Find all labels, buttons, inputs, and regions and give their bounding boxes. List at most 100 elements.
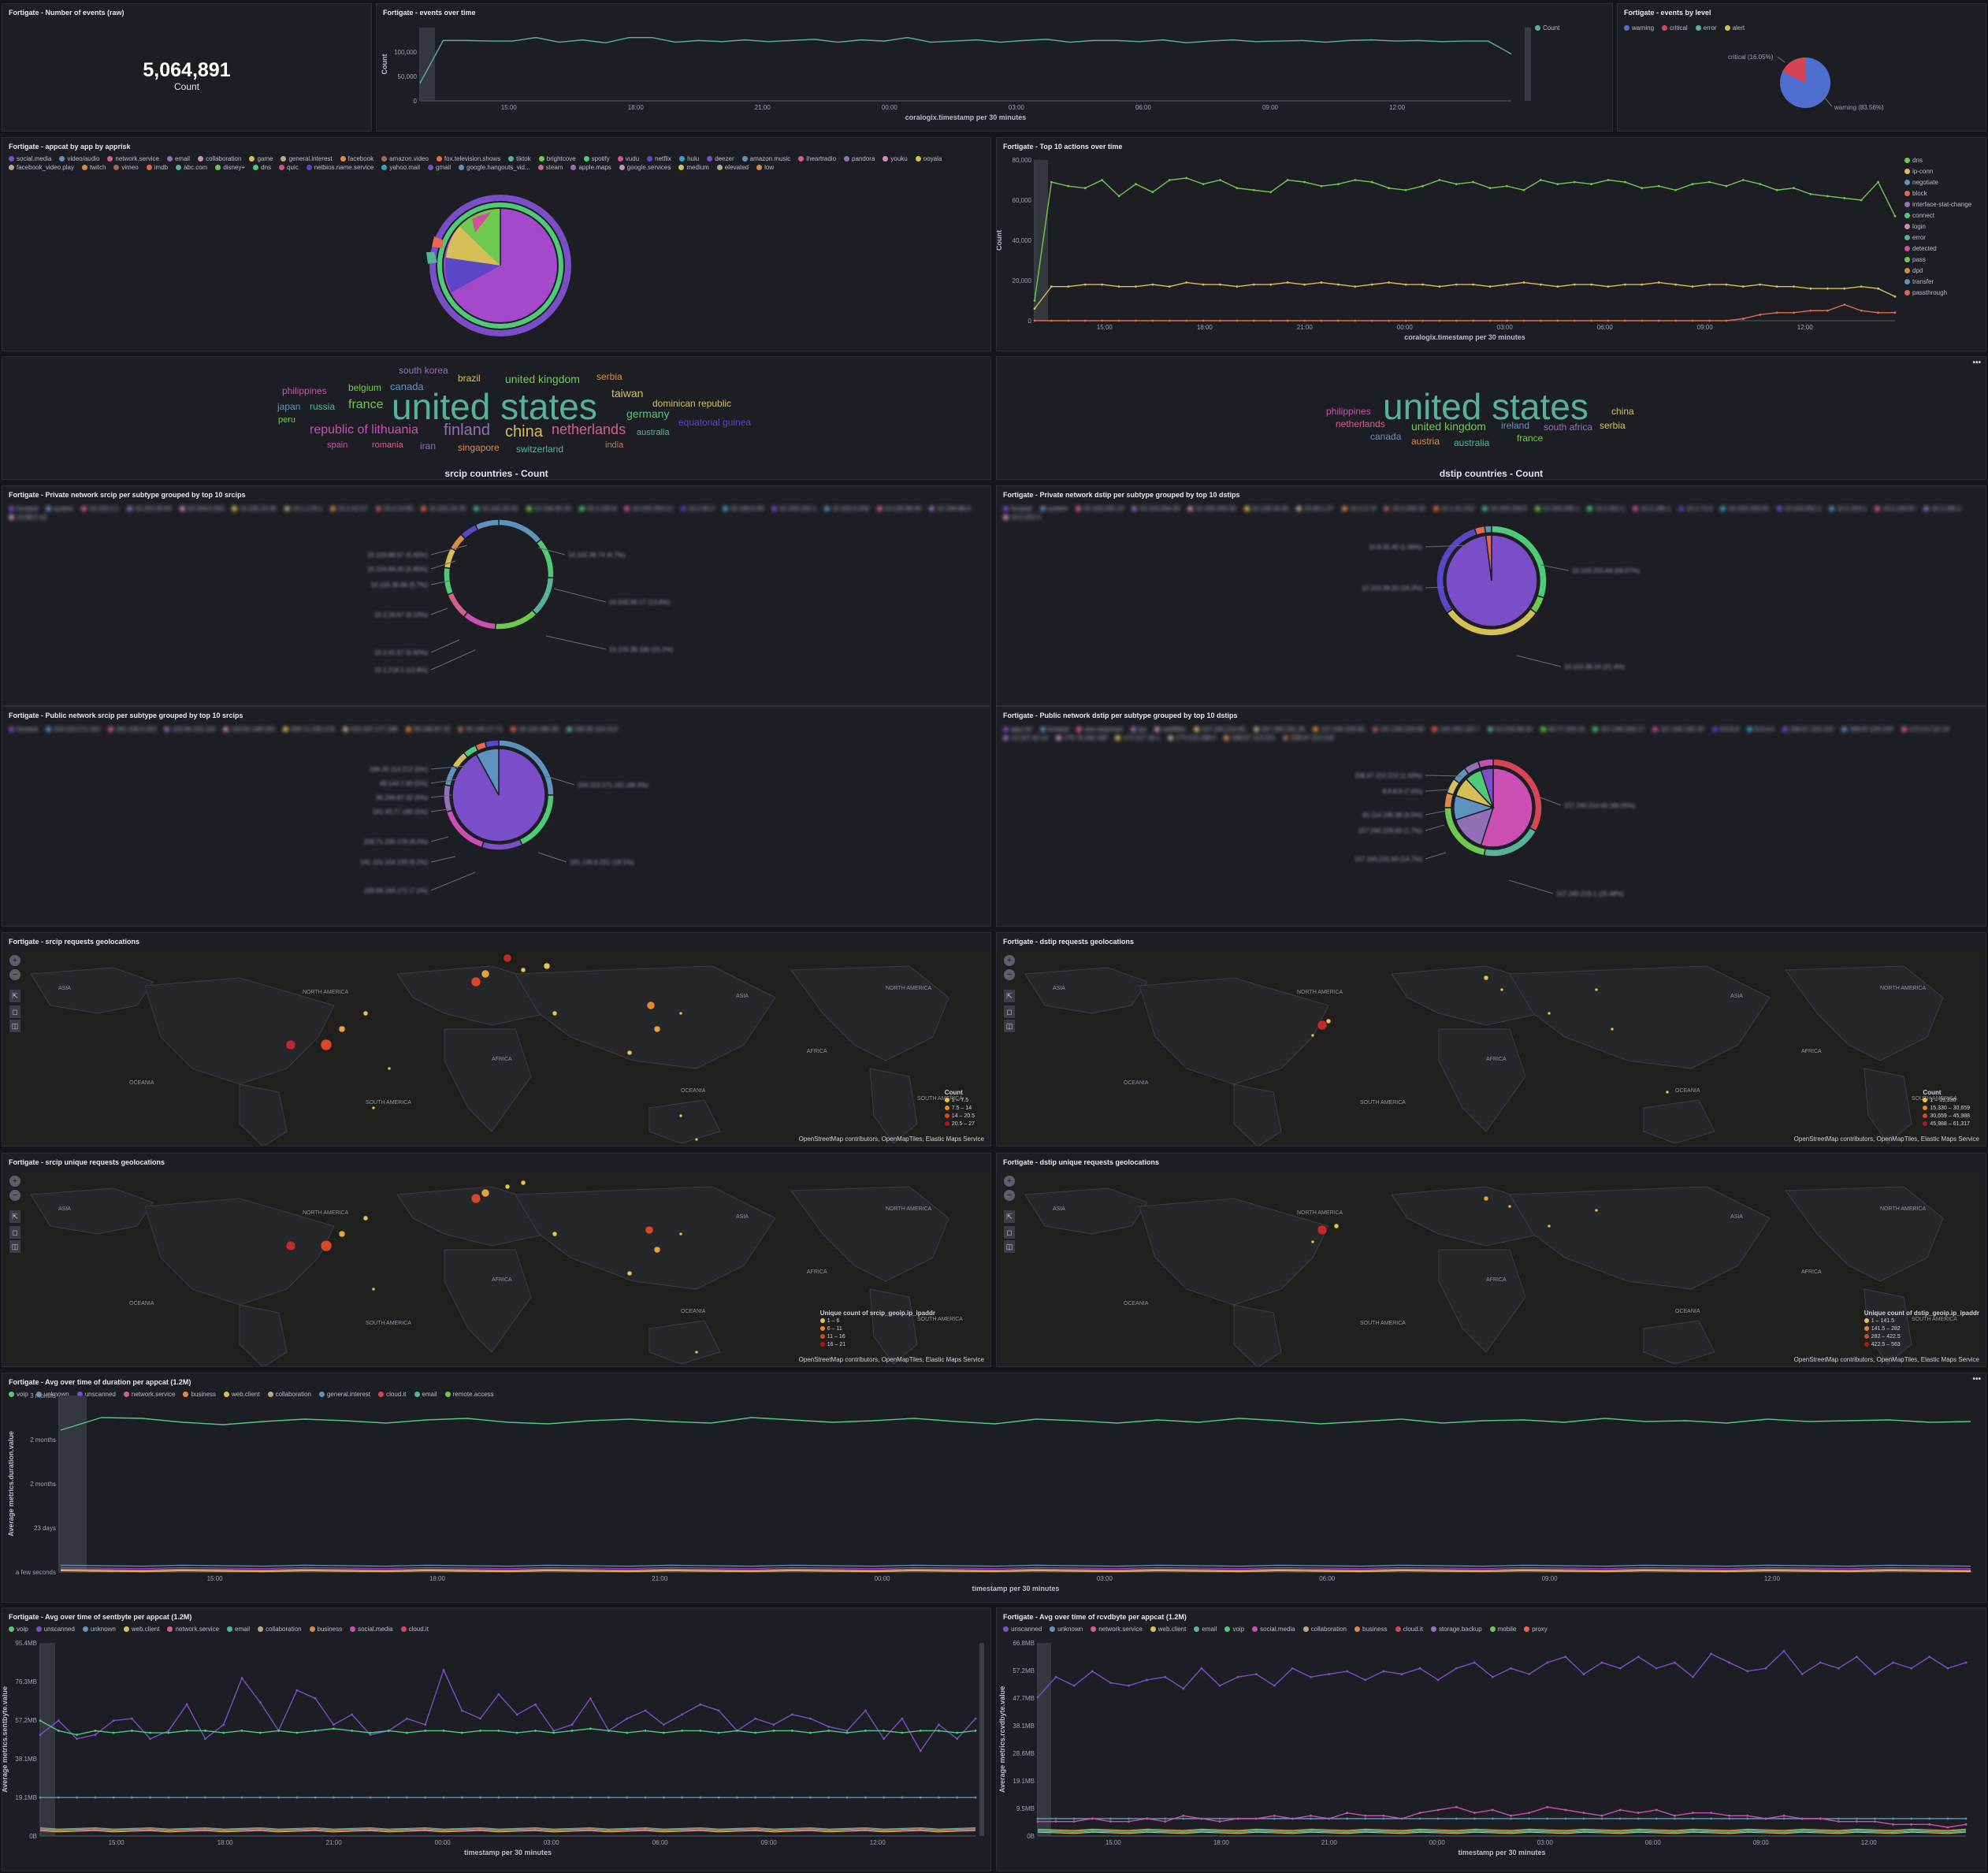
- zoom-out-button[interactable]: −: [9, 969, 20, 980]
- legend-item[interactable]: general.interest: [281, 155, 333, 162]
- legend-item[interactable]: email: [414, 1391, 437, 1398]
- layer-tool-button[interactable]: ◫: [9, 1240, 20, 1253]
- legend-item[interactable]: network.service: [123, 1391, 175, 1398]
- legend-item[interactable]: 142.250.110.7: [1432, 726, 1480, 733]
- cloud-word[interactable]: serbia: [596, 371, 622, 382]
- cloud-word[interactable]: austria: [1411, 436, 1440, 447]
- cloud-word[interactable]: finland: [444, 422, 490, 439]
- legend-item[interactable]: youku: [883, 155, 908, 162]
- fit-bounds-button[interactable]: ⇱: [1004, 1210, 1015, 1223]
- cloud-word[interactable]: philippines: [282, 385, 327, 396]
- legend-item[interactable]: imdb: [146, 164, 168, 171]
- legend-item[interactable]: quic: [279, 164, 299, 171]
- draw-tool-button[interactable]: ◻: [9, 1005, 20, 1018]
- legend-item[interactable]: app-ctrl: [1003, 726, 1032, 733]
- legend-item[interactable]: 13.107.42.14: [1003, 734, 1048, 741]
- legend-item[interactable]: 10.103.255.55: [1720, 505, 1769, 512]
- cloud-word[interactable]: singapore: [458, 442, 500, 453]
- legend-item[interactable]: 95.140.17.71: [458, 726, 503, 733]
- legend-item[interactable]: 19.119.180.28: [511, 726, 559, 733]
- cloud-word[interactable]: france: [348, 398, 384, 411]
- legend-item[interactable]: system: [1039, 505, 1068, 512]
- legend-item[interactable]: remote.access: [444, 1391, 494, 1398]
- legend-item[interactable]: collaboration: [267, 1391, 311, 1398]
- legend-item[interactable]: 157.240.195.35: [1652, 726, 1704, 733]
- cloud-word[interactable]: canada: [1370, 431, 1402, 442]
- legend-item[interactable]: social.media: [9, 155, 51, 162]
- legend-item[interactable]: 172.217.16.1: [1115, 734, 1160, 741]
- legend-item[interactable]: amazon.video: [381, 155, 429, 162]
- legend-item[interactable]: gmail: [428, 164, 451, 171]
- zoom-in-button[interactable]: +: [1004, 955, 1015, 966]
- legend-item[interactable]: 10.2.65.2: [680, 505, 715, 512]
- legend-item[interactable]: vimeo: [113, 164, 139, 171]
- legend-item[interactable]: yahoo.mail: [381, 164, 420, 171]
- cloud-word[interactable]: philippines: [1326, 406, 1371, 417]
- legend-item[interactable]: 10.1.41.212: [1432, 505, 1474, 512]
- legend-item[interactable]: game: [249, 155, 273, 162]
- legend-item[interactable]: 10.102.20.41: [474, 505, 518, 512]
- legend-item[interactable]: 10.2.252.5: [1003, 514, 1041, 521]
- legend-item[interactable]: 208.67.220.220: [1841, 726, 1893, 733]
- legend-item[interactable]: web.client: [123, 1626, 159, 1633]
- legend-item[interactable]: ooyala: [915, 155, 942, 162]
- legend-item[interactable]: netflix: [647, 155, 671, 162]
- cloud-word[interactable]: united states: [392, 386, 597, 427]
- draw-tool-button[interactable]: ◻: [1004, 1226, 1015, 1239]
- legend-item[interactable]: facebook_video.play: [9, 164, 74, 171]
- legend-item[interactable]: network.service: [167, 1626, 219, 1633]
- legend-item[interactable]: collaboration: [1302, 1626, 1347, 1633]
- legend-item[interactable]: hulu: [679, 155, 699, 162]
- legend-item[interactable]: interface-stat-change: [1904, 199, 1971, 210]
- legend-item[interactable]: 10.105.88.40: [876, 505, 921, 512]
- legend-item[interactable]: voip: [9, 1391, 28, 1398]
- legend-item[interactable]: business: [309, 1626, 342, 1633]
- map-attribution[interactable]: OpenStreetMap contributors, OpenMapTiles…: [798, 1135, 984, 1143]
- legend-item[interactable]: connect: [1904, 210, 1971, 221]
- legend-item[interactable]: 157.240.241.35: [1253, 726, 1305, 733]
- legend-item[interactable]: 157.240.214.60: [1193, 726, 1246, 733]
- legend-item[interactable]: 190.95.114.212: [566, 726, 618, 733]
- legend-item[interactable]: netbios.name.service: [306, 164, 373, 171]
- legend-item[interactable]: network.service: [107, 155, 159, 162]
- legend-item[interactable]: business: [183, 1391, 216, 1398]
- legend-item[interactable]: forward: [1039, 726, 1068, 733]
- legend-item[interactable]: 10.103.254.35: [1131, 505, 1180, 512]
- legend-item[interactable]: 10.104.92.20: [526, 505, 571, 512]
- legend-item[interactable]: login: [1904, 221, 1971, 232]
- legend-item[interactable]: ip-conn: [1904, 166, 1971, 177]
- legend-item[interactable]: medium: [678, 164, 709, 171]
- legend-item[interactable]: spotify: [583, 155, 610, 162]
- cloud-word[interactable]: netherlands: [1336, 418, 1385, 429]
- legend-item[interactable]: google.services: [619, 164, 671, 171]
- legend-item[interactable]: abc.com: [176, 164, 207, 171]
- legend-item[interactable]: 10.2.180.1: [1923, 505, 1961, 512]
- legend-item[interactable]: transfer: [1904, 277, 1971, 288]
- cloud-word[interactable]: spain: [327, 440, 348, 450]
- cloud-word[interactable]: south korea: [399, 365, 448, 376]
- legend-item[interactable]: 208.67.222.222: [1782, 726, 1834, 733]
- legend-item[interactable]: collaboration: [198, 155, 241, 162]
- cloud-word[interactable]: switzerland: [516, 444, 564, 455]
- cloud-word[interactable]: canada: [390, 381, 424, 392]
- legend-item[interactable]: 173.213.198.5: [1168, 734, 1216, 741]
- legend-item[interactable]: iheartradio: [798, 155, 836, 162]
- legend-item[interactable]: negotiate: [1904, 177, 1971, 188]
- map-attribution[interactable]: OpenStreetMap contributors, OpenMapTiles…: [798, 1356, 984, 1363]
- legend-item[interactable]: proxy: [1524, 1626, 1548, 1633]
- cloud-word[interactable]: belgium: [348, 382, 382, 393]
- legend-item[interactable]: error: [1904, 232, 1971, 243]
- legend-item[interactable]: 104.113.171.161: [45, 726, 100, 733]
- draw-tool-button[interactable]: ◻: [9, 1226, 20, 1239]
- legend-item[interactable]: 129.66.152.110: [164, 726, 215, 733]
- legend-item[interactable]: social.media: [350, 1626, 393, 1633]
- legend-item[interactable]: unscanned: [35, 1626, 75, 1633]
- legend-item[interactable]: google.hangouts_vid...: [459, 164, 530, 171]
- legend-item[interactable]: voip: [1224, 1626, 1244, 1633]
- legend-item[interactable]: forward: [9, 505, 38, 512]
- legend-item[interactable]: 10.1.178.1: [284, 505, 322, 512]
- legend-item[interactable]: fox.television.shows: [436, 155, 500, 162]
- legend-item[interactable]: 10.106.16.45: [1243, 505, 1288, 512]
- legend-item[interactable]: ips: [1130, 726, 1146, 733]
- zoom-out-button[interactable]: −: [1004, 1190, 1015, 1201]
